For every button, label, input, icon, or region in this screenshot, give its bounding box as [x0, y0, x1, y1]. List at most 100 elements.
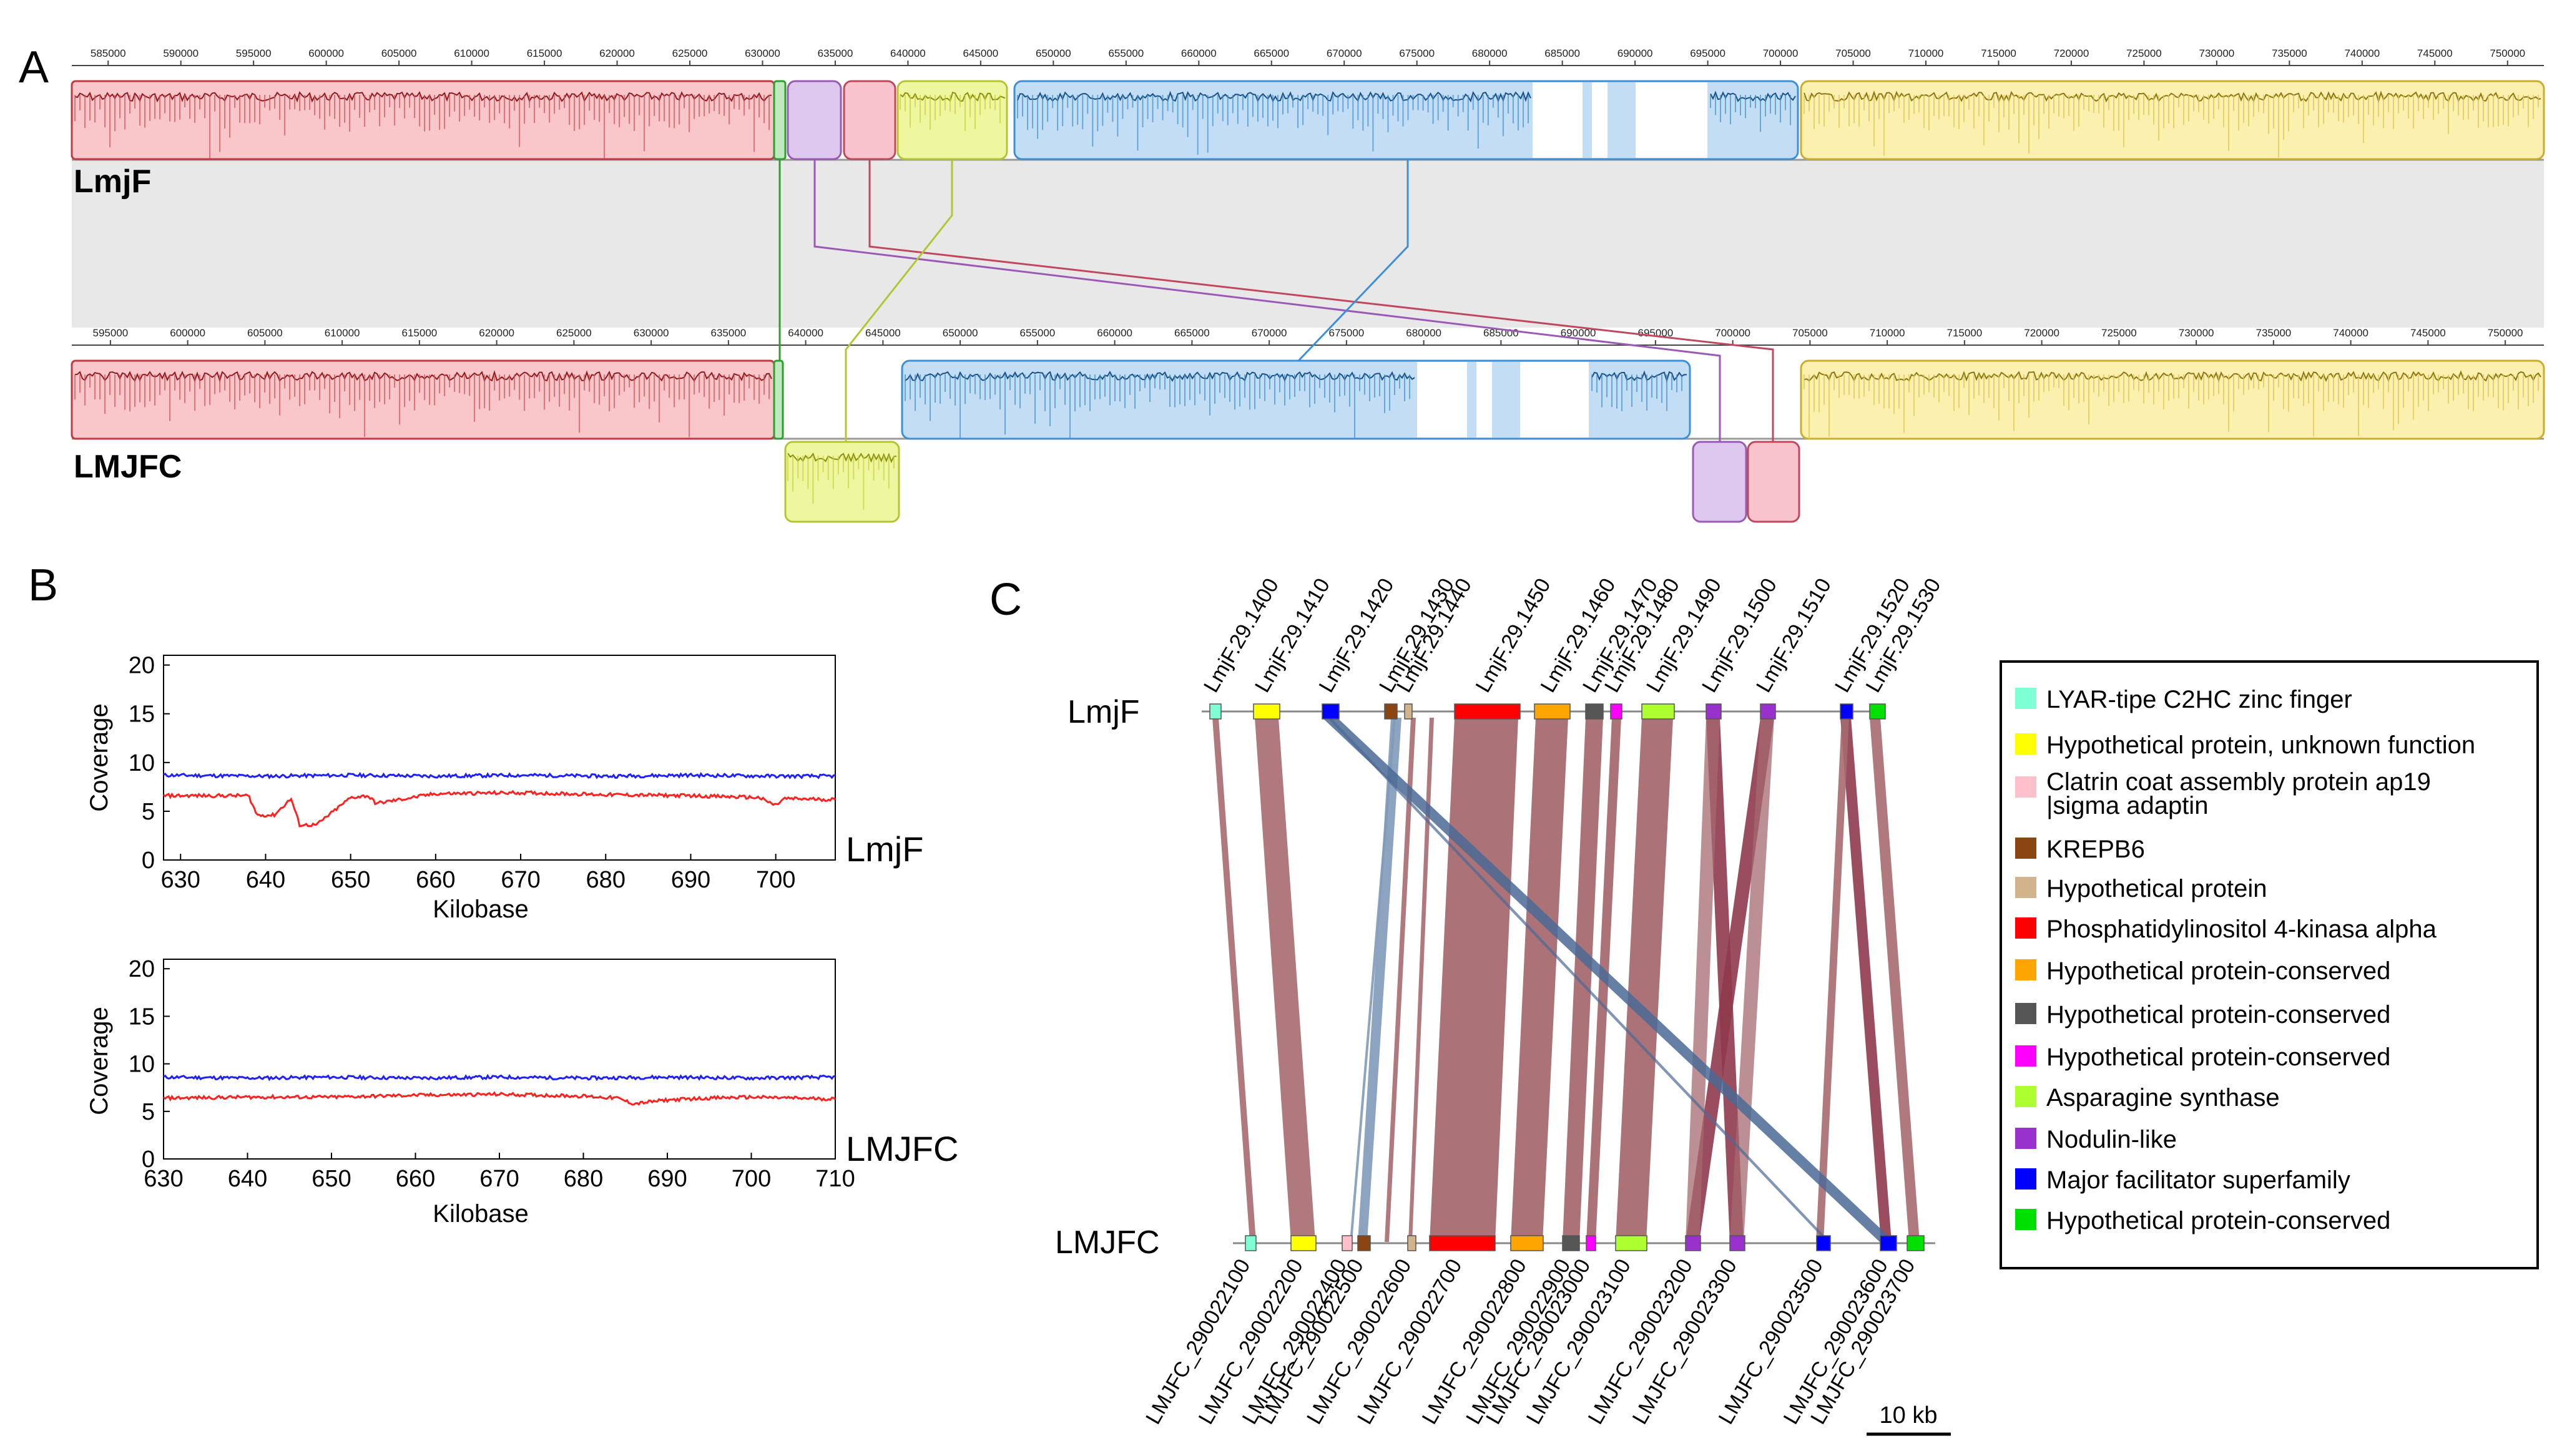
ruler-tick-label: 710000: [1870, 327, 1905, 339]
gene-arrow: [1760, 703, 1776, 720]
y-tick-label: 5: [142, 1099, 155, 1125]
top-block-purple[interactable]: [787, 80, 842, 160]
ruler-tick-label: 735000: [2272, 47, 2307, 59]
gene-arrow: [1869, 703, 1886, 720]
bottom-block-blue[interactable]: [901, 359, 1691, 440]
ruler-tick-label: 690000: [1561, 327, 1596, 339]
panel-label-c: C: [989, 575, 1022, 625]
legend-swatch: [2015, 917, 2036, 939]
bottom-block-pink[interactable]: [1747, 441, 1800, 523]
panel-label-a: A: [19, 42, 49, 92]
x-ticks: 630 640 650 660 670 680 690 700 710: [144, 1153, 855, 1192]
ribbon-mfs: [1327, 718, 1830, 1242]
x-tick-label: 690: [647, 1166, 687, 1192]
panelc-bottom-label: LMJFC: [1055, 1224, 1160, 1261]
ruler-tick-label: 670000: [1252, 327, 1287, 339]
gene-arrow: [1685, 1235, 1701, 1251]
bottom-block-red[interactable]: [71, 359, 775, 440]
synteny-ribbons: [1212, 718, 1920, 1242]
ruler-tick-label: 650000: [1036, 47, 1071, 59]
bottom-gene-arrows: [1245, 1235, 1925, 1251]
bottom-blue-gap: [1417, 362, 1467, 437]
y-tick-label: 20: [129, 653, 155, 679]
legend-label: KREPB6: [2046, 836, 2145, 863]
y-ticks: 0 5 10 15 20: [129, 956, 170, 1173]
ruler-tick-label: 725000: [2126, 47, 2162, 59]
y-tick-label: 10: [129, 750, 155, 776]
y-tick-label: 5: [142, 799, 155, 825]
legend-label: Hypothetical protein-conserved: [2046, 957, 2390, 985]
similarity-profile: [1804, 370, 2541, 383]
legend-swatch: [2015, 688, 2036, 709]
chart-genome-label: LMJFC: [846, 1129, 958, 1168]
ribbon: [1350, 718, 1396, 1242]
connector-lime: [845, 159, 953, 442]
ribbon: [1616, 718, 1673, 1242]
bottom-block-lime[interactable]: [784, 441, 900, 523]
y-axis-label: Coverage: [86, 703, 113, 811]
ruler-tick-label: 650000: [943, 327, 978, 339]
ruler-tick-label: 670000: [1327, 47, 1362, 59]
legend-label: LYAR-tipe C2HC zinc finger: [2046, 686, 2352, 713]
ruler-tick-label: 705000: [1792, 327, 1828, 339]
ruler-tick-label: 750000: [2490, 47, 2525, 59]
ribbon: [1408, 718, 1434, 1242]
gene-arrow: [1816, 1235, 1831, 1251]
legend-swatch: [2015, 776, 2036, 798]
legend-label: Major facilitator superfamily: [2046, 1166, 2350, 1194]
bottom-similarity-profiles: [74, 370, 2541, 510]
legend-swatch: [2015, 1003, 2036, 1024]
ruler-tick-label: 630000: [745, 47, 780, 59]
gene-arrow: [1342, 1235, 1353, 1251]
gene-arrow: [1357, 1235, 1371, 1251]
top-similarity-profiles: [74, 90, 2541, 159]
gene-arrow: [1534, 703, 1571, 720]
bottom-block-purple[interactable]: [1692, 441, 1747, 523]
legend-swatch: [2015, 1128, 2036, 1149]
gene-arrow: [1253, 703, 1280, 720]
ruler-tick-label: 640000: [890, 47, 926, 59]
gene-arrow: [1706, 703, 1722, 720]
panelc-top-label: LmjF: [1068, 694, 1140, 730]
coverage-chart-lmjfc: 0 5 10 15 20 630 640 650 660 670 680 690 700 710 Cov…: [86, 956, 958, 1228]
top-blocks: [71, 80, 2545, 160]
legend-label: Clatrin coat assembly protein ap19: [2046, 768, 2431, 796]
x-tick-label: 680: [564, 1166, 603, 1192]
ruler-tick-label: 665000: [1174, 327, 1210, 339]
ruler-tick-label: 585000: [91, 47, 126, 59]
legend-label: Hypothetical protein-conserved: [2046, 1043, 2390, 1071]
ruler-tick-label: 720000: [2054, 47, 2089, 59]
ribbon: [1686, 718, 1720, 1242]
x-tick-label: 670: [479, 1166, 519, 1192]
ruler-tick-label: 745000: [2417, 47, 2453, 59]
ruler-tick-label: 695000: [1690, 47, 1725, 59]
ruler-tick-label: 625000: [672, 47, 708, 59]
ribbon: [1563, 718, 1603, 1242]
bottom-block-green[interactable]: [773, 359, 784, 440]
gene-arrow: [1615, 1235, 1647, 1251]
top-gene-arrows: [1209, 703, 1886, 720]
x-ticks: 630 640 650 660 670 680 690 700: [161, 854, 795, 893]
series-line-blue: [163, 771, 836, 779]
gene-arrow: [1840, 703, 1853, 720]
mauve-background: [72, 159, 2544, 328]
gene-arrow: [1641, 703, 1675, 720]
ruler-tick-label: 740000: [2344, 47, 2380, 59]
legend-label: Phosphatidylinositol 4-kinasa alpha: [2046, 916, 2437, 943]
ruler-tick-label: 715000: [1947, 327, 1983, 339]
ruler-tick-label: 735000: [2256, 327, 2292, 339]
ruler-tick-label: 675000: [1399, 47, 1435, 59]
top-block-pink[interactable]: [843, 80, 896, 160]
gene-arrow: [1586, 1235, 1596, 1251]
top-block-green[interactable]: [773, 80, 787, 160]
bottom-block-yellow[interactable]: [1800, 359, 2545, 440]
ruler-tick-label: 605000: [247, 327, 283, 339]
legend-swatch: [2015, 733, 2036, 755]
y-axis-label: Coverage: [86, 1007, 113, 1115]
top-blue-gap: [1533, 82, 1583, 158]
ruler-tick-label: 680000: [1406, 327, 1441, 339]
series-line-blue: [163, 1073, 836, 1082]
ruler-tick-label: 645000: [963, 47, 999, 59]
x-tick-label: 680: [586, 867, 626, 893]
